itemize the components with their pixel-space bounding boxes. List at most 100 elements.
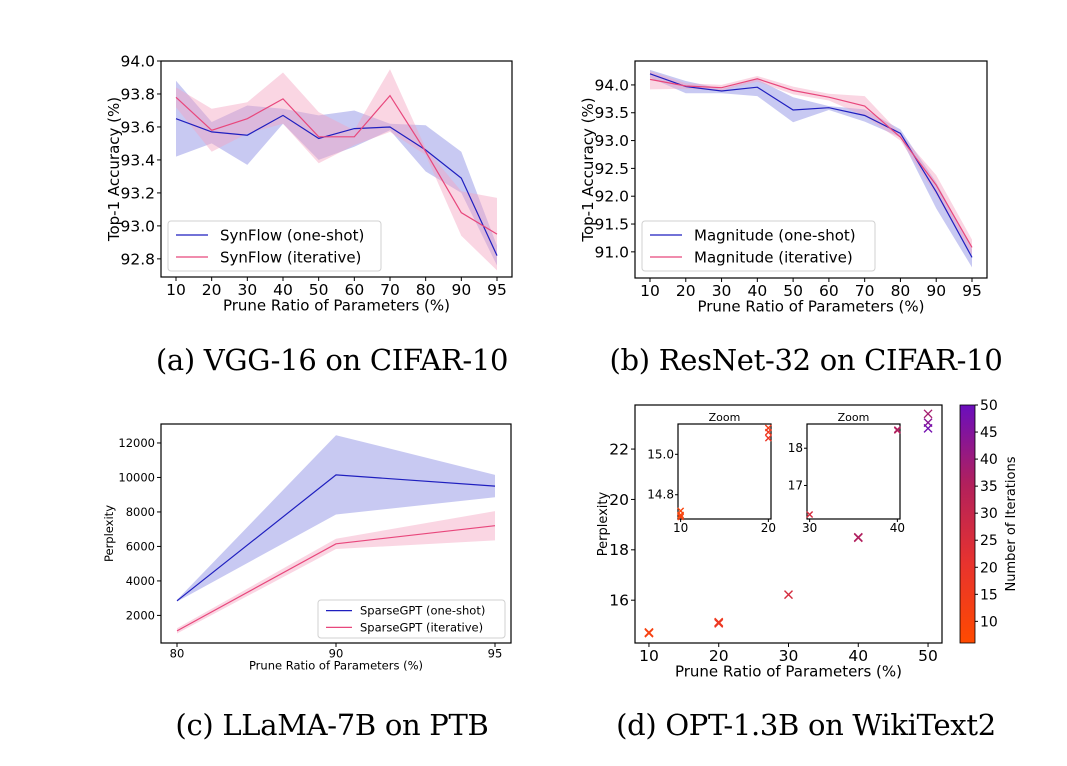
y-tick-label: 93.4 — [120, 151, 155, 169]
y-axis-label: Top-1 Accuracy (%) — [579, 97, 597, 242]
legend-box — [167, 220, 382, 272]
scatter-point — [923, 423, 933, 433]
axes-frame — [634, 60, 988, 279]
x-tick-label: 90 — [451, 281, 471, 299]
x-tick-label: 80 — [170, 646, 185, 660]
marker-stroke — [644, 628, 654, 638]
y-tick-label: 93.6 — [120, 118, 155, 136]
series-line-iterative — [176, 525, 496, 632]
inset-x-tick-label: 10 — [673, 521, 688, 535]
inset-zoom-1: Zoom 10 20 14.8 15.0 — [647, 411, 776, 535]
x-tick-label: 10 — [639, 647, 659, 665]
legend-label-one-shot: SynFlow (one-shot) — [220, 226, 364, 244]
scatter-point — [644, 628, 654, 638]
inset-x-tick-label: 40 — [890, 521, 905, 535]
x-tick-label: 50 — [309, 281, 329, 299]
colorbar-label: Number of Iterations — [1004, 456, 1019, 591]
colorbar-gradient-bar — [959, 404, 976, 644]
y-tick-label: 22 — [609, 440, 629, 458]
inset-point — [764, 428, 772, 436]
scatter-point — [714, 618, 724, 628]
x-tick-label: 90 — [329, 646, 344, 660]
colorbar-tick-label: 30 — [980, 506, 998, 522]
x-axis-label: Prune Ratio of Parameters (%) — [223, 297, 450, 315]
x-tick-label: 70 — [380, 281, 400, 299]
inset-point — [806, 511, 814, 519]
y-tick-label: 18 — [609, 541, 629, 559]
x-tick-label: 90 — [926, 282, 946, 300]
x-tick-label: 30 — [712, 282, 732, 300]
marker-stroke — [764, 434, 772, 442]
y-axis-label: Top-1 Accuracy (%) — [105, 97, 123, 242]
x-tick-label: 40 — [747, 282, 767, 300]
inset-y-tick-label: 18 — [788, 441, 803, 455]
marker-stroke — [677, 507, 685, 515]
x-axis-label: Prune Ratio of Parameters (%) — [697, 298, 924, 316]
x-tick-label: 10 — [640, 282, 660, 300]
colorbar-tick-label: 25 — [980, 533, 998, 549]
y-tick-label: 93.0 — [120, 217, 155, 235]
y-tick-label: 94.0 — [594, 76, 629, 94]
x-tick-label: 95 — [962, 282, 982, 300]
chart-d: 10 20 30 40 50 16 18 20 22 Prune Ratio of Paramet… — [596, 398, 1019, 681]
y-tick-label: 12000 — [118, 436, 155, 450]
y-tick-label: 91.0 — [594, 243, 629, 261]
inset-frame — [806, 423, 901, 520]
caption-c: (c) LLaMA-7B on PTB — [175, 708, 489, 742]
x-tick-label: 20 — [676, 282, 696, 300]
y-tick-label: 10000 — [118, 470, 155, 484]
inset-x-tick-label: 30 — [802, 521, 817, 535]
inset-y-tick-label: 15.0 — [647, 447, 674, 461]
marker-stroke — [893, 426, 901, 434]
y-axis-label: Perplexity — [596, 491, 611, 556]
marker-stroke — [677, 513, 685, 521]
x-tick-label: 50 — [783, 282, 803, 300]
legend-label-one-shot: Magnitude (one-shot) — [694, 226, 856, 244]
inset-title: Zoom — [709, 411, 741, 424]
colorbar-tick-label: 15 — [980, 587, 998, 603]
x-tick-label: 95 — [487, 281, 507, 299]
legend-label-one-shot: SparseGPT (one-shot) — [360, 604, 485, 618]
colorbar-tick-label: 40 — [980, 452, 998, 468]
y-tick-label: 2000 — [126, 608, 155, 622]
legend: Magnitude (one-shot) Magnitude (iterative… — [641, 220, 876, 272]
inset-title: Zoom — [838, 411, 870, 424]
chart-b: 10 20 30 40 50 60 70 80 90 95 91.0 91.5 92.0 92.5 93.0… — [579, 60, 988, 316]
x-axis-label: Prune Ratio of Parameters (%) — [675, 663, 902, 681]
y-tick-label: 91.5 — [594, 215, 629, 233]
legend-label-iterative: SynFlow (iterative) — [220, 248, 361, 266]
y-axis-label: Perplexity — [102, 505, 116, 562]
scatter-point — [784, 590, 793, 600]
x-tick-label: 60 — [344, 281, 364, 299]
x-tick-label: 60 — [819, 282, 839, 300]
y-tick-label: 6000 — [126, 539, 155, 553]
legend-box — [641, 220, 876, 272]
marker-stroke — [714, 618, 724, 628]
x-tick-label: 40 — [273, 281, 293, 299]
colorbar-tick-label: 50 — [980, 398, 998, 414]
marker-stroke — [923, 423, 933, 433]
y-tick-label: 93.8 — [120, 85, 155, 103]
y-tick-label: 93.2 — [120, 184, 155, 202]
legend: SparseGPT (one-shot) SparseGPT (iterative… — [317, 599, 506, 639]
chart-c: 80 90 95 2000 4000 6000 8000 10000 12000 Prune Ra… — [102, 423, 512, 672]
marker-stroke — [923, 409, 933, 419]
inset-point — [764, 434, 772, 442]
y-tick-label: 92.0 — [594, 188, 629, 206]
x-tick-label: 30 — [237, 281, 257, 299]
x-tick-label: 20 — [202, 281, 222, 299]
inset-point — [677, 513, 685, 521]
confidence-band-one-shot — [177, 435, 495, 602]
series-line-one-shot — [175, 114, 498, 256]
inset-y-tick-label: 17 — [788, 478, 803, 492]
colorbar-tick-label: 45 — [980, 425, 998, 441]
y-tick-label: 93.5 — [594, 104, 629, 122]
series-line-one-shot — [649, 73, 973, 258]
marker-stroke — [806, 511, 814, 519]
x-tick-label: 10 — [166, 281, 186, 299]
y-tick-label: 94.0 — [120, 52, 155, 70]
caption-a: (a) VGG-16 on CIFAR-10 — [155, 343, 509, 377]
marker-stroke — [784, 590, 793, 600]
x-tick-label: 80 — [891, 282, 911, 300]
